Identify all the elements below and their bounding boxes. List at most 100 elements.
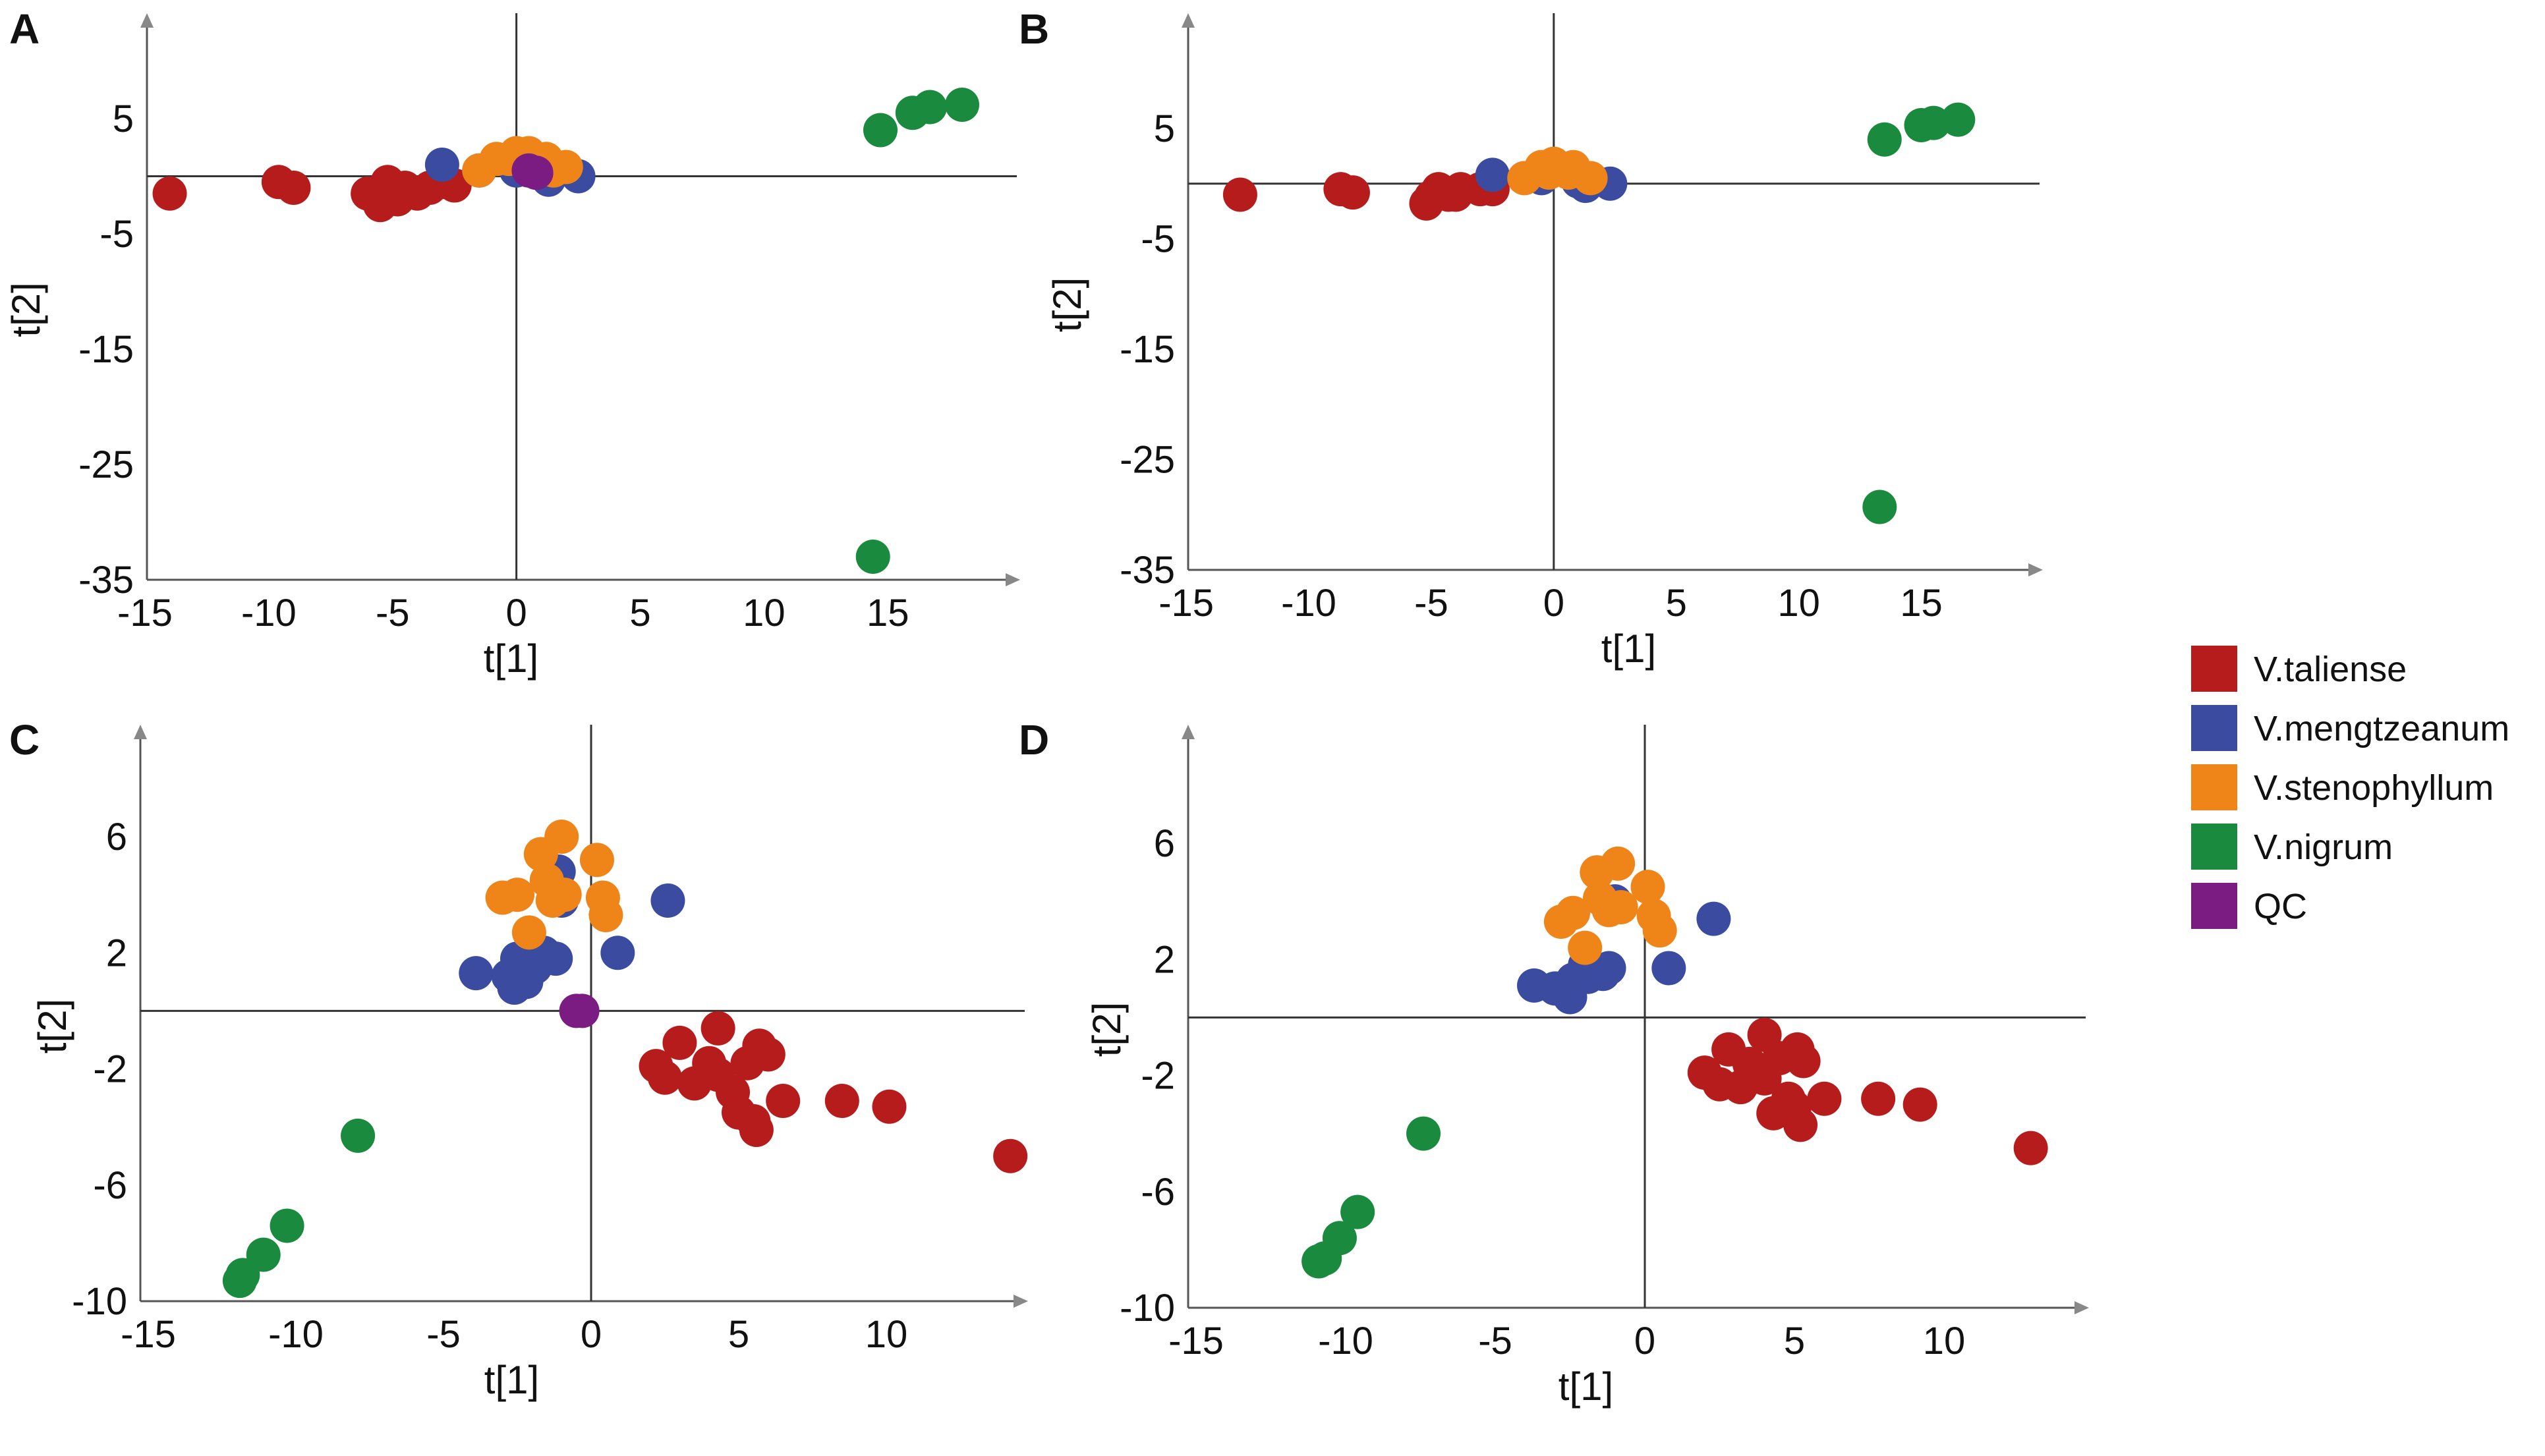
legend: V.taliense V.mengtzeanum V.stenophyllum V.n… <box>2191 646 2509 929</box>
y-tick-label: 6 <box>106 816 127 858</box>
series-v-taliense <box>1687 1017 2048 1165</box>
x-tick-label: 5 <box>629 592 650 634</box>
y-tick-label: -15 <box>1120 328 1175 371</box>
data-point <box>648 1060 682 1095</box>
data-point <box>1941 102 1976 137</box>
data-point <box>222 1264 257 1299</box>
x-tick-label: -15 <box>121 1313 176 1356</box>
x-tick-label: 5 <box>1666 582 1687 625</box>
series-v-taliense <box>1222 172 1510 221</box>
data-point <box>1902 1087 1937 1122</box>
data-point <box>751 1037 786 1072</box>
series-qc <box>511 153 554 190</box>
x-tick-label: 0 <box>581 1313 602 1356</box>
data-point <box>459 956 494 991</box>
data-point <box>2013 1131 2048 1165</box>
data-point <box>993 1138 1028 1173</box>
y-tick-label: -2 <box>93 1048 127 1091</box>
x-axis-title: t[1] <box>484 1358 539 1402</box>
x-tick-label: -15 <box>117 592 173 634</box>
data-point <box>863 113 898 148</box>
x-axis-arrow <box>2074 1301 2089 1314</box>
data-point <box>1630 870 1665 905</box>
data-point <box>588 897 623 932</box>
data-point <box>1861 1081 1896 1116</box>
y-axis-title: t[2] <box>30 999 74 1053</box>
data-point <box>341 1118 376 1153</box>
data-point <box>824 1083 859 1118</box>
legend-label: V.stenophyllum <box>2254 768 2494 808</box>
series-v-stenophyllum <box>485 820 623 950</box>
y-tick-label: 6 <box>1154 822 1175 865</box>
x-tick-label: -5 <box>1478 1320 1512 1362</box>
data-point <box>1862 490 1897 524</box>
x-tick-label: -5 <box>376 592 410 634</box>
panel-b: B -15 -10 -5 0 5 10 15 5 -5 -15 -25 -35 t[1] t[2] <box>1019 5 2043 671</box>
series-v-taliense <box>639 1011 1028 1173</box>
y-tick-label: -6 <box>93 1164 127 1207</box>
data-point <box>945 88 979 122</box>
data-point <box>1783 1107 1818 1142</box>
y-tick-label: 5 <box>1154 107 1175 150</box>
series-v-nigrum <box>1862 102 1976 524</box>
y-axis-title: t[2] <box>1045 277 1089 332</box>
x-tick-label: -5 <box>1414 582 1448 625</box>
series-v-taliense <box>152 165 472 223</box>
legend-item: V.mengtzeanum <box>2191 705 2509 751</box>
legend-swatch <box>2191 883 2237 929</box>
data-point <box>913 90 948 125</box>
x-tick-label: 5 <box>1784 1320 1805 1362</box>
x-tick-label: 5 <box>728 1313 749 1356</box>
data-point <box>662 1025 697 1060</box>
data-point <box>1867 122 1902 157</box>
data-point <box>1786 1044 1821 1078</box>
x-tick-label: -15 <box>1168 1320 1224 1362</box>
x-tick-label: 15 <box>1900 582 1943 625</box>
data-point <box>1301 1244 1336 1279</box>
x-tick-label: 0 <box>1543 582 1564 625</box>
y-axis-title: t[2] <box>1085 1002 1129 1057</box>
data-point <box>600 936 635 970</box>
data-point <box>1696 901 1731 936</box>
legend-label: V.nigrum <box>2254 827 2393 867</box>
x-tick-label: -10 <box>268 1313 324 1356</box>
legend-swatch <box>2191 824 2237 870</box>
series-v-mengtzeanum <box>459 854 685 1005</box>
data-point <box>1556 895 1591 930</box>
data-point <box>872 1089 907 1124</box>
y-tick-label: 5 <box>113 98 134 140</box>
panel-label: C <box>9 716 40 764</box>
data-point <box>1601 846 1636 881</box>
data-point <box>362 188 397 223</box>
panel-label: B <box>1019 5 1049 53</box>
data-point <box>1409 186 1444 221</box>
series-v-nigrum <box>1301 1116 1441 1279</box>
data-point <box>424 148 459 182</box>
x-axis-title: t[1] <box>1558 1364 1613 1409</box>
x-tick-label: 10 <box>743 592 786 634</box>
x-axis-arrow <box>1014 1295 1028 1308</box>
x-axis-arrow <box>2028 563 2043 576</box>
panels: A-15 -10 -5 0 5 10 155-5-15-25-35t[1]t[2]B-15-… <box>4 5 2089 1409</box>
y-tick-label: -35 <box>1120 549 1175 592</box>
data-point <box>1591 951 1626 986</box>
y-tick-label: -5 <box>100 213 134 256</box>
data-point <box>701 1011 735 1046</box>
x-tick-label: -15 <box>1158 582 1214 625</box>
y-axis-arrow <box>1182 13 1195 28</box>
data-point <box>1603 889 1638 924</box>
y-tick-label: 2 <box>1154 938 1175 981</box>
y-tick-label: -10 <box>1120 1287 1175 1330</box>
data-point <box>1556 150 1591 184</box>
x-tick-label: 0 <box>1634 1320 1655 1362</box>
legend-swatch <box>2191 764 2237 810</box>
x-axis-title: t[1] <box>1601 627 1656 671</box>
data-point <box>1335 175 1370 210</box>
series-v-stenophyllum <box>1507 146 1608 196</box>
y-tick-label: -2 <box>1141 1055 1175 1098</box>
data-point <box>1406 1116 1441 1151</box>
data-point <box>1340 1194 1375 1229</box>
